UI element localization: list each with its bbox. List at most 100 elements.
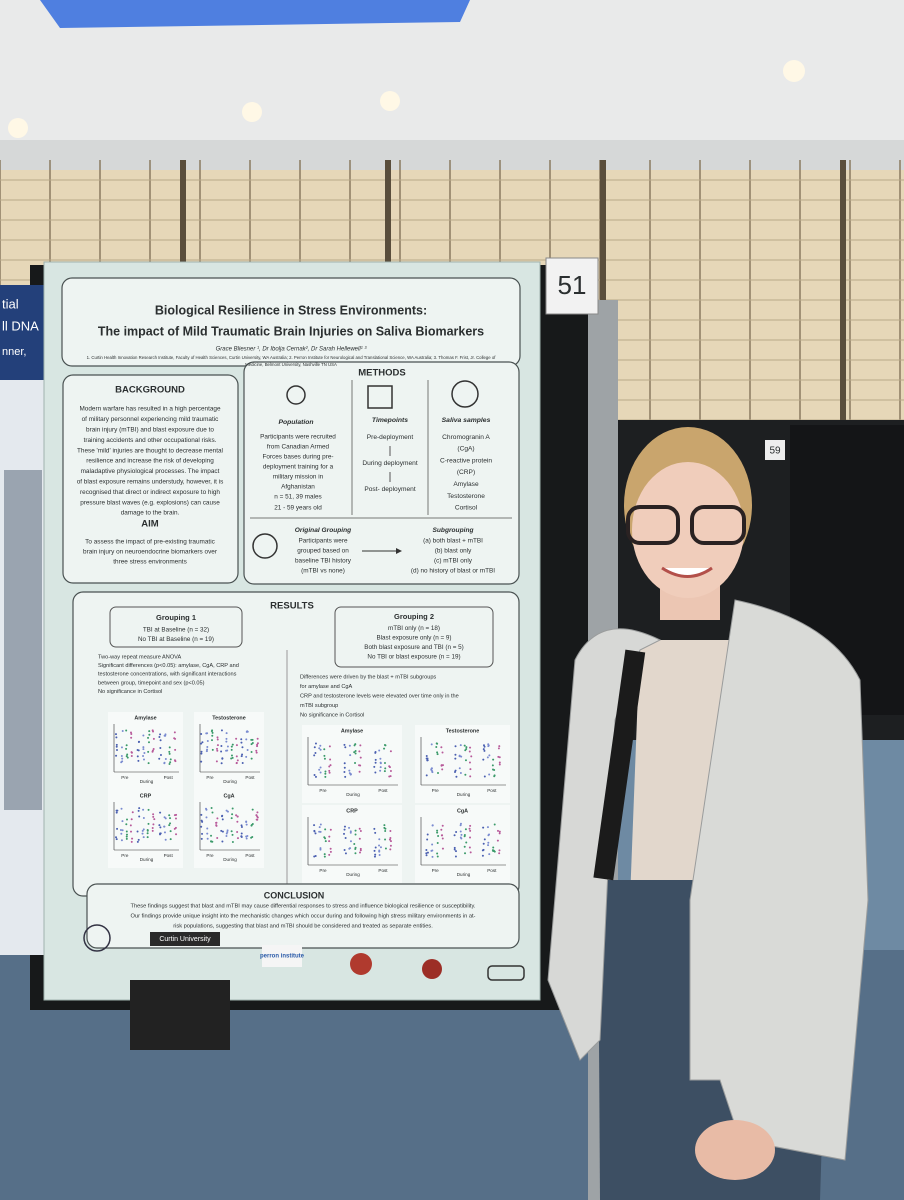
plot-dot [115, 838, 118, 841]
plot-dot [349, 831, 352, 834]
plot-dot [142, 746, 145, 749]
column-heading: Original Grouping [295, 527, 351, 534]
plot-dot [383, 824, 386, 827]
plot-dot [131, 837, 134, 840]
plot-dot [343, 762, 346, 765]
plot-dot [348, 772, 351, 775]
plot-dot [373, 855, 376, 858]
plot-x-label: During [140, 857, 154, 862]
bullet: mTBI subgroup [300, 703, 338, 709]
plot-dot [225, 732, 228, 735]
plot-dot [116, 749, 119, 752]
plot-dot [152, 813, 155, 816]
plot-dot [482, 848, 485, 851]
plot-dot [440, 828, 443, 831]
plot-dot [460, 755, 463, 758]
plot-dot [173, 759, 176, 762]
plot-dot [231, 743, 234, 746]
poster-text: (a) both blast + mTBI [423, 538, 483, 545]
plot-dot [125, 744, 128, 747]
plot-dot [200, 837, 203, 840]
plot-dot [358, 837, 361, 840]
plot-dot [131, 811, 134, 814]
plot-x-label: Pre [432, 788, 440, 793]
plot-dot [130, 818, 133, 821]
plot-dot [245, 835, 248, 838]
plot-dot [493, 823, 496, 826]
plot-dot [344, 775, 347, 778]
plot-dot [426, 759, 429, 762]
plot-dot [486, 826, 489, 829]
plot-dot [210, 834, 213, 837]
poster-text: (b) blast only [435, 548, 472, 555]
plot-dot [483, 745, 486, 748]
plot-dot [255, 751, 258, 754]
plot-dot [431, 824, 434, 827]
plot-x-label: During [223, 857, 237, 862]
plot-dot [168, 750, 171, 753]
plot-dot [314, 742, 317, 745]
plot-x-label: During [140, 779, 154, 784]
plot-dot [115, 743, 118, 746]
plot-x-label: Post [378, 868, 388, 873]
plot-dot [498, 849, 501, 852]
plot-dot [210, 807, 213, 810]
poster-text: (d) no history of blast or mTBI [411, 568, 495, 575]
plot-dot [146, 829, 149, 832]
plot-dot [498, 832, 501, 835]
plot-dot [159, 754, 162, 757]
plot-dot [454, 745, 457, 748]
plot-dot [169, 817, 172, 820]
plot-dot [163, 762, 166, 765]
plot-dot [151, 750, 154, 753]
plot-dot [251, 822, 254, 825]
plot-dot [379, 761, 382, 764]
plot-dot [221, 818, 224, 821]
plot-dot [250, 751, 253, 754]
plot-dot [487, 844, 490, 847]
plot-dot [120, 746, 123, 749]
plot-dot [164, 838, 167, 841]
plot-dot [230, 745, 233, 748]
plot-dot [206, 832, 209, 835]
plot-dot [216, 836, 219, 839]
plot-dot [246, 730, 249, 733]
poster-text: Blast exposure only (n = 9) [376, 635, 451, 642]
plot-dot [343, 828, 346, 831]
plot-dot [169, 830, 172, 833]
plot-dot [319, 848, 322, 851]
plot-dot [354, 829, 357, 832]
plot-dot [230, 817, 233, 820]
plot-dot [426, 851, 429, 854]
plot-dot [359, 851, 362, 854]
section-heading: RESULTS [270, 601, 314, 612]
plot-dot [319, 823, 322, 826]
plot-dot [344, 852, 347, 855]
plot-dot [483, 775, 486, 778]
person [130, 427, 869, 1200]
plot-dot [174, 826, 177, 829]
plot-dot [142, 754, 145, 757]
plot-x-label: Post [245, 775, 255, 780]
plot-dot [328, 840, 331, 843]
plot-dot [498, 830, 501, 833]
tank-icon [487, 965, 525, 981]
booth-number: 59 [769, 446, 781, 457]
plot-dot [323, 853, 326, 856]
plot-dot [231, 833, 234, 836]
plot-dot [169, 838, 172, 841]
plot-dot [216, 744, 219, 747]
plot-dot [221, 757, 224, 760]
poster-text: To assess the impact of pre-existing tra… [85, 539, 215, 546]
plot-dot [483, 838, 486, 841]
plot-dot [216, 736, 219, 739]
plot-dot [454, 855, 457, 858]
plot-dot [358, 827, 361, 830]
plot-dot [458, 767, 461, 770]
plot-dot [343, 771, 346, 774]
plot-dot [240, 824, 243, 827]
plot-dot [379, 757, 382, 760]
plot-dot [374, 853, 377, 856]
plot-title: Testosterone [212, 715, 245, 721]
plot-dot [236, 830, 239, 833]
